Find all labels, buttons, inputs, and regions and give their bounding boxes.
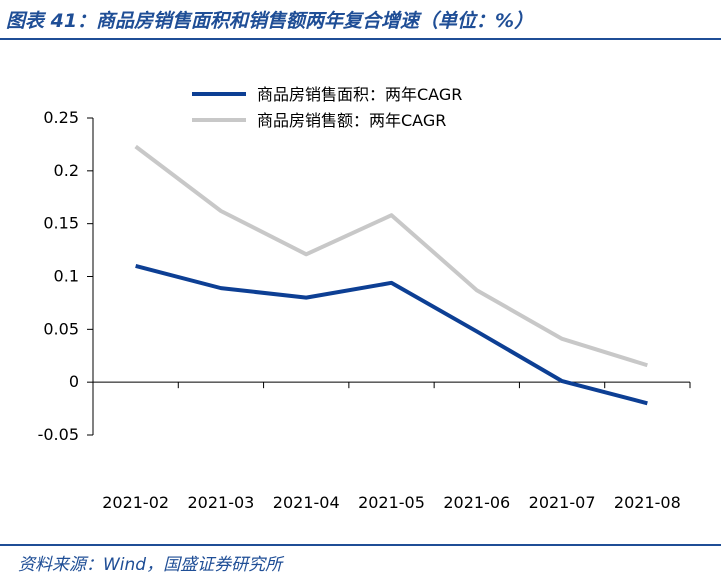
x-tick-label: 2021-06	[443, 493, 510, 512]
source-note: 资料来源：Wind，国盛证券研究所	[18, 555, 283, 575]
figure-title: 图表 41：商品房销售面积和销售额两年复合增速（单位：%）	[6, 10, 534, 32]
y-tick-label: 0.05	[43, 319, 79, 338]
y-tick-label: 0.2	[54, 161, 79, 180]
y-tick-label: -0.05	[38, 425, 79, 444]
x-tick-label: 2021-03	[187, 493, 254, 512]
x-tick-label: 2021-04	[273, 493, 340, 512]
x-tick-label: 2021-08	[614, 493, 681, 512]
y-tick-label: 0.25	[43, 108, 79, 127]
line-chart: -0.05 0 0.05 0.1 0.15 0.2 0.25 2021-02 2021-03 20…	[38, 85, 691, 512]
x-tick-label: 2021-05	[358, 493, 425, 512]
y-tick-label: 0.15	[43, 214, 79, 233]
series-line-sales-area	[135, 263, 648, 406]
y-tick-label: 0	[69, 372, 79, 391]
series-line-sales-amount	[134, 144, 648, 368]
legend-label-sales-area: 商品房销售面积：两年CAGR	[257, 85, 462, 104]
source-bar: 资料来源：Wind，国盛证券研究所	[0, 544, 721, 578]
y-tick-label: 0.1	[54, 267, 79, 286]
legend-label-sales-amount: 商品房销售额：两年CAGR	[257, 111, 446, 130]
x-tick-label: 2021-07	[529, 493, 596, 512]
figure-title-bar: 图表 41：商品房销售面积和销售额两年复合增速（单位：%）	[0, 0, 721, 40]
x-tick-label: 2021-02	[102, 493, 169, 512]
